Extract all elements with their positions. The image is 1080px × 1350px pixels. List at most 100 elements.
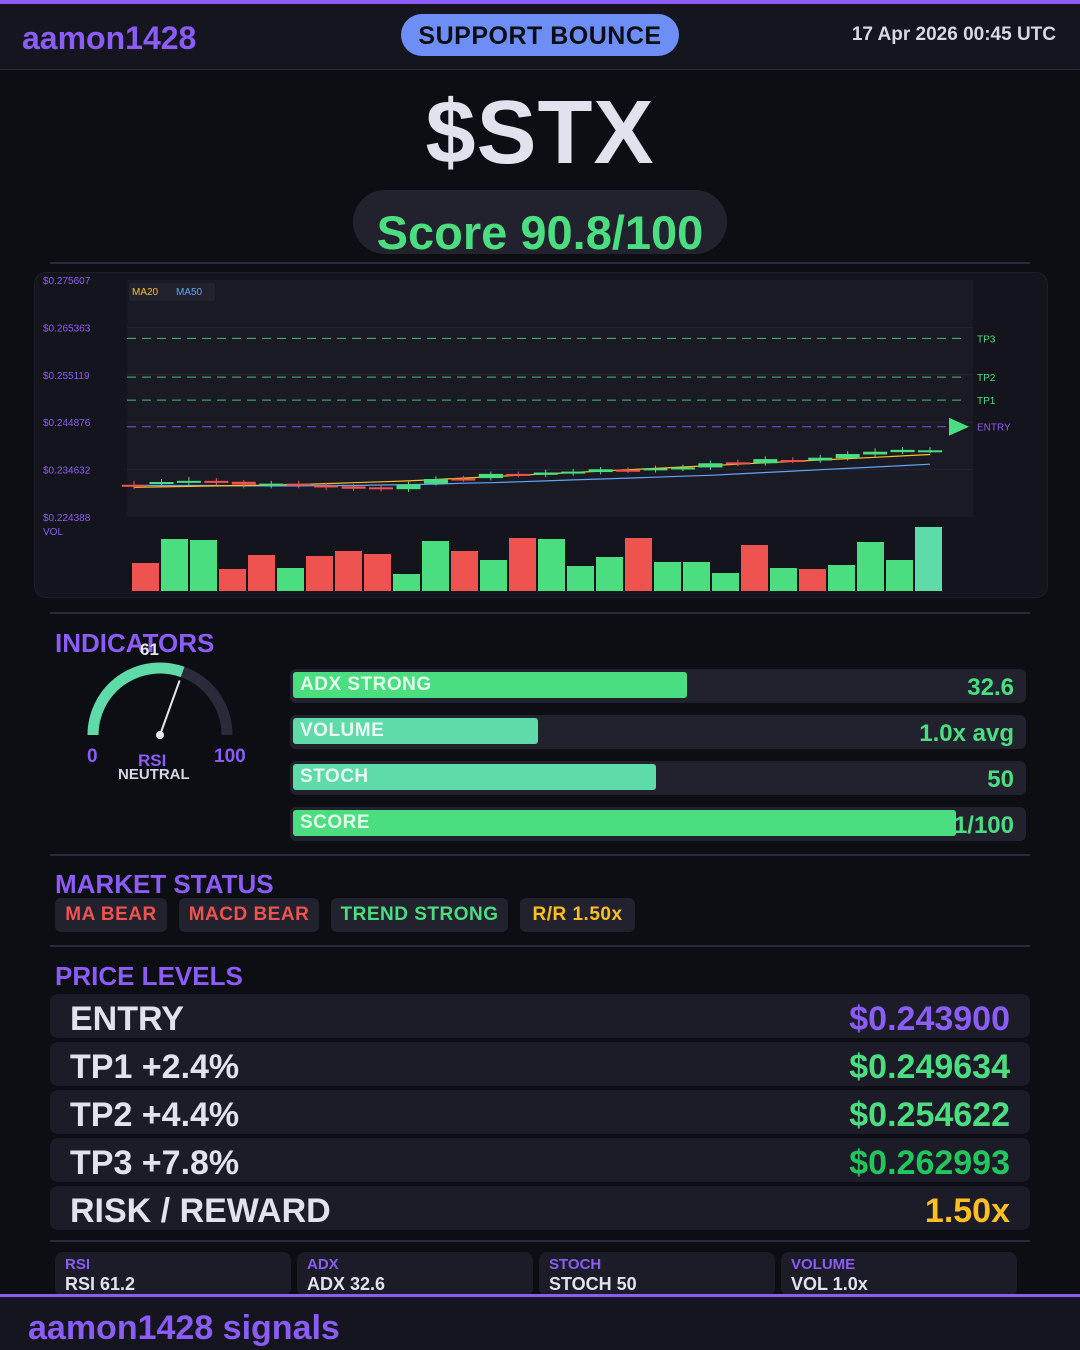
level-label-tp2: TP2 xyxy=(977,373,996,384)
divider xyxy=(50,612,1030,614)
candle-body xyxy=(204,480,229,483)
stat-title: RSI xyxy=(65,1256,91,1273)
level-label: TP3 +7.8% xyxy=(70,1144,240,1182)
candle-body xyxy=(506,473,531,476)
indicator-bar-volume: VOLUME 1.0x avg xyxy=(290,715,1026,749)
y-tick-label: $0.255119 xyxy=(43,371,90,382)
divider xyxy=(50,1240,1030,1242)
bar-fill xyxy=(293,672,688,698)
level-value: $0.243900 xyxy=(849,1000,1010,1038)
volume-bar xyxy=(422,541,449,591)
rsi-gauge-needle xyxy=(159,680,181,736)
entry-arrow xyxy=(949,417,969,436)
candle-body xyxy=(808,457,833,461)
stat-card-stoch: STOCH STOCH 50 xyxy=(539,1252,775,1296)
bar-value: 32.6 xyxy=(967,674,1014,701)
volume-bar xyxy=(683,562,710,591)
level-row-tp2: TP2 +4.4% $0.254622 xyxy=(50,1090,1030,1134)
ma50-line xyxy=(134,463,931,487)
candle-body xyxy=(396,484,421,490)
volume-axis-label: VOL xyxy=(43,527,63,538)
volume-bar xyxy=(161,539,188,591)
bar-value: 1/100 xyxy=(953,812,1014,839)
volume-bar xyxy=(915,527,942,591)
candle-body xyxy=(835,454,860,459)
volume-bar xyxy=(741,545,768,591)
candle-body xyxy=(670,467,695,470)
candle-body xyxy=(780,460,805,463)
rsi-gauge-min: 0 xyxy=(87,746,98,767)
level-label: TP1 +2.4% xyxy=(70,1048,240,1086)
divider xyxy=(50,262,1030,264)
market-status-title: MARKET STATUS xyxy=(55,869,274,899)
rsi-gauge-dial xyxy=(87,662,233,739)
stat-title: STOCH xyxy=(549,1256,602,1273)
rsi-gauge-state: NEUTRAL xyxy=(118,766,190,783)
level-label-tp3: TP3 xyxy=(977,334,996,345)
candle-body xyxy=(286,483,311,486)
volume-bar xyxy=(364,554,391,591)
chart-plot-area xyxy=(127,280,973,517)
candle-body xyxy=(176,480,201,483)
candle-body xyxy=(259,483,284,486)
volume-bar xyxy=(625,538,652,591)
stat-title: VOLUME xyxy=(791,1256,856,1273)
status-chip-ma: MA BEAR xyxy=(55,898,167,932)
stat-value: ADX 32.6 xyxy=(307,1274,386,1294)
candle-body xyxy=(890,449,915,453)
chart-canvas: $0.275607 $0.265363 $0.255119 $0.244876 $0.2… xyxy=(43,276,1011,591)
stat-value: RSI 61.2 xyxy=(65,1274,136,1294)
price-chart: $0.275607 $0.265363 $0.255119 $0.244876 $0.2… xyxy=(34,272,1048,598)
level-label: ENTRY xyxy=(70,1000,184,1038)
candle-body xyxy=(533,472,558,475)
level-row-risk-reward: RISK / REWARD 1.50x xyxy=(50,1186,1030,1230)
bar-label: STOCH xyxy=(300,766,369,787)
indicators-title: INDICATORS xyxy=(55,628,215,658)
volume-bar xyxy=(248,555,275,591)
legend-ma50: MA50 xyxy=(176,287,203,298)
rsi-gauge-max: 100 xyxy=(214,746,246,767)
volume-bar xyxy=(567,566,594,591)
status-chip-macd: MACD BEAR xyxy=(179,898,319,932)
bar-value: 50 xyxy=(987,766,1014,793)
candle-body xyxy=(753,459,778,464)
status-chip-rr: R/R 1.50x xyxy=(520,898,635,932)
candle-body xyxy=(369,487,394,490)
y-tick-label: $0.265363 xyxy=(43,323,91,334)
volume-bar xyxy=(132,563,159,591)
bar-label: SCORE xyxy=(300,812,371,833)
top-accent-line xyxy=(0,0,1080,4)
candle-body xyxy=(863,451,888,455)
rsi-gauge-hub xyxy=(156,731,164,739)
volume-bar xyxy=(393,574,420,591)
rsi-gauge-fill xyxy=(87,662,185,736)
volume-bar xyxy=(857,542,884,591)
candle-body xyxy=(341,486,366,489)
stat-card-rsi: RSI RSI 61.2 xyxy=(55,1252,291,1296)
bar-value: 1.0x avg xyxy=(919,720,1014,747)
header-bar: aamon1428 SUPPORT BOUNCE 17 Apr 2026 00:… xyxy=(0,4,1080,70)
candle-body xyxy=(918,450,942,453)
divider xyxy=(50,945,1030,947)
volume-bar xyxy=(277,568,304,591)
legend-ma20: MA20 xyxy=(132,287,159,298)
candle-body xyxy=(478,473,503,479)
bar-label: ADX STRONG xyxy=(300,674,432,695)
rsi-gauge-track xyxy=(180,666,233,736)
y-tick-label: $0.275607 xyxy=(43,276,91,287)
y-tick-label: $0.234632 xyxy=(43,466,91,477)
bar-fill xyxy=(293,764,656,790)
stat-value: VOL 1.0x xyxy=(791,1274,868,1294)
stat-card-volume: VOLUME VOL 1.0x xyxy=(781,1252,1017,1296)
volume-bar xyxy=(886,560,913,591)
volume-bar xyxy=(654,562,681,591)
volume-bar xyxy=(712,573,739,591)
volume-bar xyxy=(190,540,217,591)
candle-body xyxy=(616,469,641,472)
volume-bar xyxy=(480,560,507,591)
volume-bar xyxy=(596,557,623,591)
price-levels-title: PRICE LEVELS xyxy=(55,961,243,991)
volume-bar xyxy=(451,551,478,591)
bar-label: VOLUME xyxy=(300,720,385,741)
candle-body xyxy=(423,479,448,484)
